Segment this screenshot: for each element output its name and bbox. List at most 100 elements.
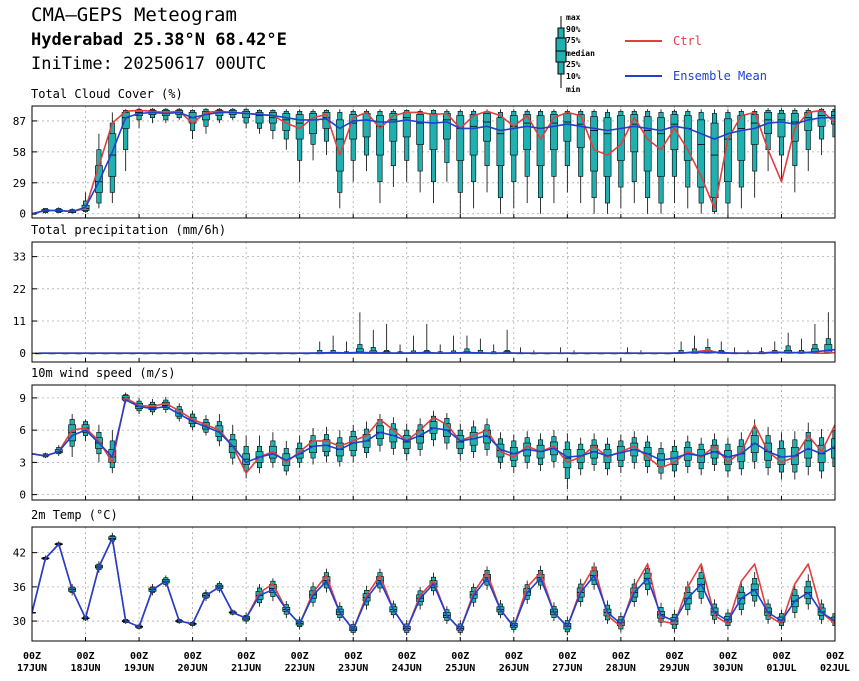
x-tick-date: 27JUN bbox=[552, 663, 582, 674]
ensemble-mean-line bbox=[38, 348, 835, 355]
legend-ctrl-label: Ctrl bbox=[673, 34, 702, 48]
panel-frame bbox=[31, 105, 836, 219]
box-p25-p75 bbox=[322, 112, 331, 129]
box-p25-p75 bbox=[469, 114, 478, 156]
box-p25-p75 bbox=[643, 116, 652, 172]
x-tick-label: 00Z bbox=[505, 651, 523, 662]
location-label: Hyderabad 25.38°N 68.42°E bbox=[31, 30, 287, 50]
x-tick-date: 29JUN bbox=[659, 663, 689, 674]
legend-box-label: 10% bbox=[566, 72, 581, 81]
y-tick-label: 9 bbox=[19, 392, 26, 405]
panel-frame bbox=[31, 526, 836, 642]
box-p25-p75 bbox=[683, 115, 692, 161]
panel-frame bbox=[31, 384, 836, 501]
box-p25-p75 bbox=[523, 114, 532, 151]
legend-box-label: 25% bbox=[566, 60, 581, 69]
box-p25-p75 bbox=[845, 444, 852, 461]
ensemble-mean-line bbox=[32, 537, 835, 631]
panel-title: Total precipitation (mm/6h) bbox=[31, 223, 226, 237]
legend-box-label: max bbox=[566, 13, 581, 22]
panel-4: 2m Temp (°C) 30 36 42 bbox=[13, 508, 852, 642]
x-tick-date: 21JUN bbox=[231, 663, 261, 674]
legend-box-label: median bbox=[566, 48, 595, 58]
y-tick-label: 33 bbox=[13, 251, 26, 264]
panel-3: 10m wind speed (m/s) 0 3 6 9 bbox=[19, 366, 852, 502]
y-tick-label: 3 bbox=[19, 456, 26, 469]
y-tick-label: 29 bbox=[13, 177, 26, 190]
legend: max 90% 75% median 25% 10% min Ctrl Ensemble Mea… bbox=[555, 13, 767, 94]
box-p25-p75 bbox=[710, 122, 719, 199]
box-p25-p75 bbox=[670, 114, 679, 151]
panel-1: Total Cloud Cover (%) 0 29 58 87 bbox=[13, 87, 852, 221]
legend-box-label: 90% bbox=[566, 25, 581, 34]
box-p25-p75 bbox=[550, 114, 558, 151]
x-tick-label: 00Z bbox=[344, 651, 362, 662]
box-group bbox=[34, 312, 845, 355]
panel-title: 10m wind speed (m/s) bbox=[31, 366, 176, 380]
box-p25-p75 bbox=[402, 112, 411, 138]
box-p25-p75 bbox=[777, 113, 786, 138]
box-p25-p75 bbox=[456, 115, 465, 161]
y-tick-label: 36 bbox=[13, 581, 26, 594]
x-axis-labels: 00Z17JUN00Z18JUN00Z19JUN00Z20JUN00Z21JUN… bbox=[17, 651, 850, 674]
box-group bbox=[32, 108, 852, 215]
box-p25-p75 bbox=[590, 116, 598, 172]
x-tick-label: 00Z bbox=[558, 651, 576, 662]
box-p25-p75 bbox=[838, 339, 845, 352]
box-p25-p75 bbox=[376, 115, 384, 156]
x-tick-label: 00Z bbox=[130, 651, 148, 662]
box-p25-p75 bbox=[737, 115, 746, 161]
box-group bbox=[32, 532, 852, 636]
y-tick-label: 11 bbox=[13, 315, 26, 328]
y-tick-label: 6 bbox=[19, 424, 26, 437]
legend-box-label: 75% bbox=[566, 36, 581, 45]
box-p25-p75 bbox=[362, 113, 371, 138]
box-p25-p75 bbox=[563, 113, 572, 142]
ensemble-mean-line bbox=[32, 399, 835, 464]
box-p25-p75 bbox=[845, 112, 852, 133]
page-title: CMA—GEPS Meteogram bbox=[31, 4, 237, 26]
box-p25-p75 bbox=[845, 598, 852, 609]
box-p25-p75 bbox=[121, 112, 130, 129]
x-tick-date: 19JUN bbox=[124, 663, 154, 674]
x-tick-label: 00Z bbox=[612, 651, 630, 662]
ctrl-series-line bbox=[32, 397, 835, 474]
box-p25-p75 bbox=[824, 344, 833, 353]
x-tick-date: 17JUN bbox=[17, 663, 47, 674]
x-tick-label: 00Z bbox=[77, 651, 95, 662]
box-p25-p75 bbox=[416, 114, 425, 145]
x-tick-date: 22JUN bbox=[285, 663, 315, 674]
legend-mean-label: Ensemble Mean bbox=[673, 69, 767, 83]
box-p25-p75 bbox=[576, 114, 585, 148]
box-p25-p75 bbox=[724, 118, 732, 183]
x-tick-date: 18JUN bbox=[70, 663, 100, 674]
x-tick-label: 00Z bbox=[398, 651, 416, 662]
y-tick-label: 0 bbox=[19, 347, 26, 360]
ensemble-mean-line bbox=[32, 111, 835, 215]
box-p25-p75 bbox=[309, 113, 317, 135]
panel-title: Total Cloud Cover (%) bbox=[31, 87, 183, 101]
box-p10-p90 bbox=[123, 109, 129, 151]
panel-2: Total precipitation (mm/6h) 0 11 22 33 bbox=[13, 223, 845, 363]
box-p25-p75 bbox=[282, 113, 291, 131]
x-tick-date: 25JUN bbox=[445, 663, 475, 674]
y-tick-label: 42 bbox=[13, 547, 26, 560]
x-tick-label: 00Z bbox=[451, 651, 469, 662]
x-tick-label: 00Z bbox=[772, 651, 790, 662]
box-p25-p75 bbox=[496, 117, 505, 167]
y-tick-label: 22 bbox=[13, 283, 26, 296]
box-p25-p75 bbox=[68, 424, 77, 442]
box-p10-p90 bbox=[846, 436, 850, 470]
y-tick-label: 0 bbox=[19, 489, 26, 502]
panel-frame bbox=[31, 241, 836, 363]
box-p25-p75 bbox=[389, 113, 398, 142]
box-p25-p75 bbox=[242, 111, 251, 119]
x-tick-label: 00Z bbox=[23, 651, 41, 662]
y-tick-label: 58 bbox=[13, 146, 26, 159]
x-tick-label: 00Z bbox=[719, 651, 737, 662]
box-p25-p75 bbox=[630, 114, 639, 153]
box-p25-p75 bbox=[697, 119, 706, 188]
box-p25-p75 bbox=[509, 115, 518, 156]
x-tick-date: 01JUL bbox=[766, 663, 796, 674]
